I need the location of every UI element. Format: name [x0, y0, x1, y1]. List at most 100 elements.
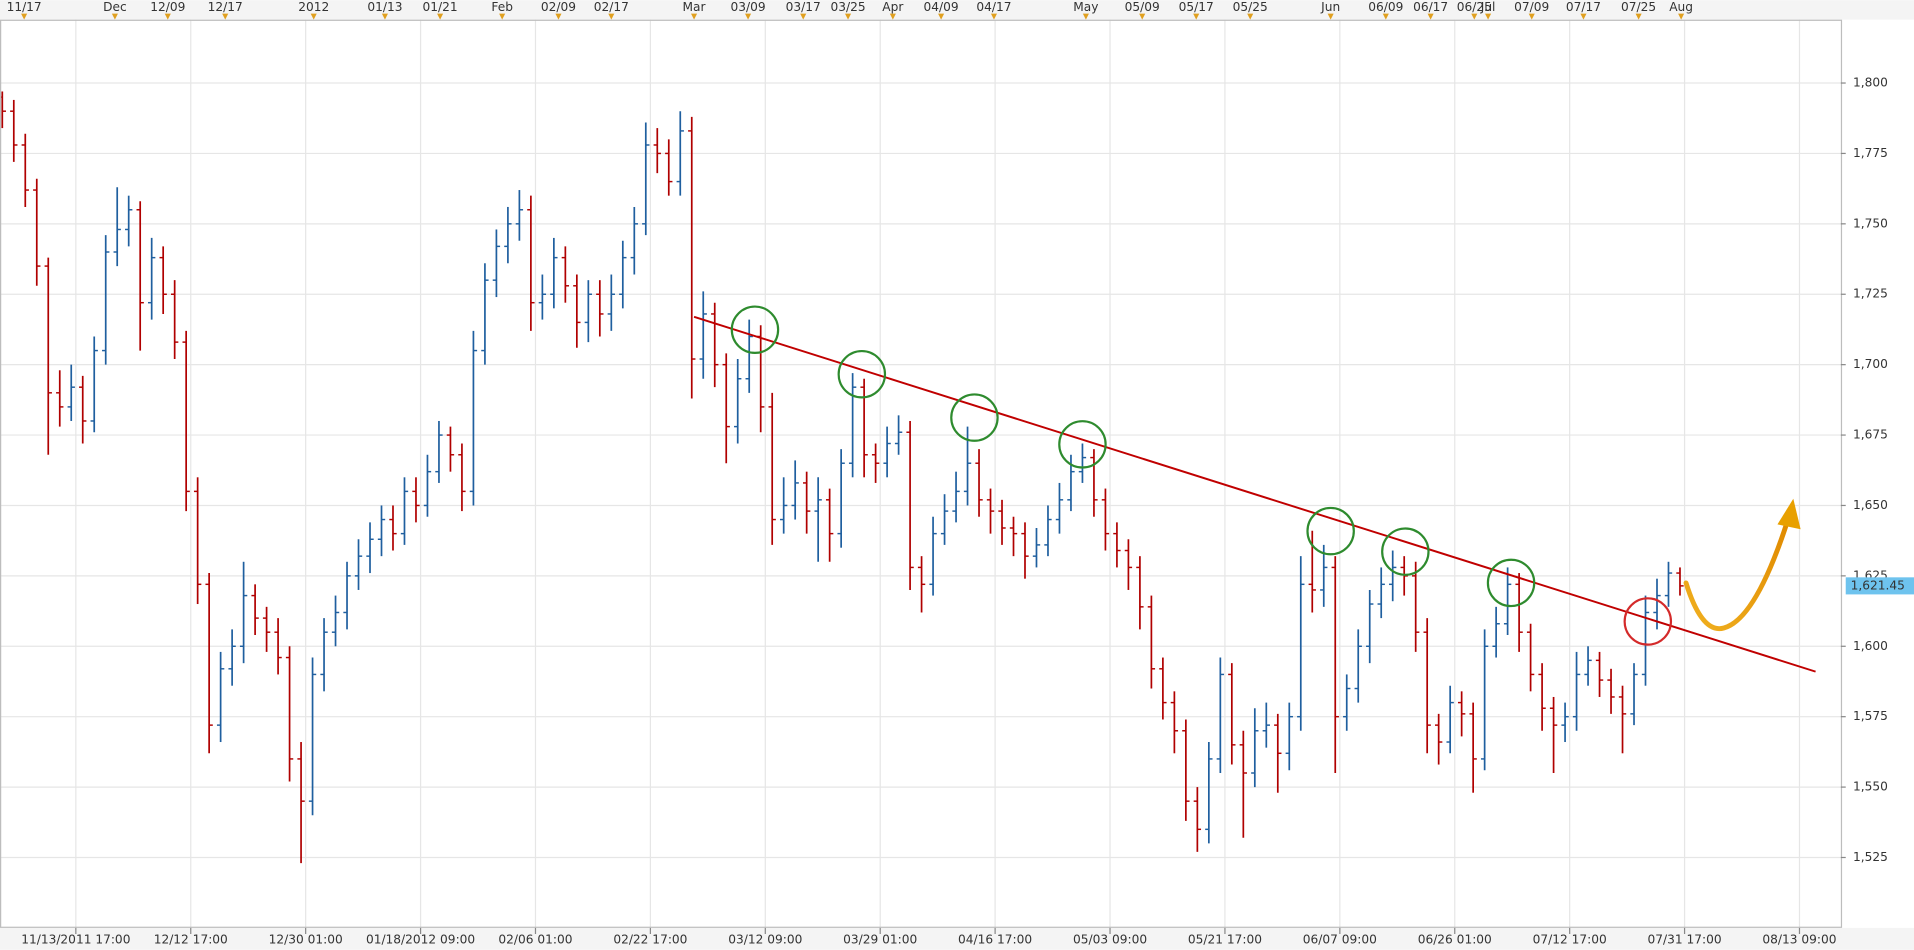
- y-tick-label: 1,525: [1853, 850, 1888, 864]
- top-tick: [608, 13, 615, 20]
- top-tick-label: 01/13: [367, 0, 402, 14]
- top-tick: [1635, 13, 1642, 20]
- highlight-circle: [950, 393, 999, 442]
- top-tick-label: Feb: [491, 0, 513, 14]
- top-tick-label: 01/21: [423, 0, 458, 14]
- y-tick-label: 1,650: [1853, 498, 1888, 512]
- y-tick-label: 1,550: [1853, 780, 1888, 794]
- last-price-box: [1845, 577, 1914, 595]
- top-tick: [800, 13, 807, 20]
- top-tick-label: 05/09: [1125, 0, 1160, 14]
- top-tick: [1471, 13, 1478, 20]
- top-tick: [381, 13, 388, 20]
- top-tick-label: 11/17: [7, 0, 42, 14]
- x-tick-label: 02/06 01:00: [498, 933, 572, 947]
- top-tick: [1382, 13, 1389, 20]
- top-tick-label: 05/17: [1179, 0, 1214, 14]
- top-tick: [437, 13, 444, 20]
- y-tick-label: 1,700: [1853, 357, 1888, 371]
- top-tick-label: 2012: [298, 0, 329, 14]
- top-tick-label: May: [1073, 0, 1098, 14]
- last-price-label: 1,621.45: [1851, 578, 1905, 592]
- top-tick: [691, 13, 698, 20]
- top-axis-strip: [0, 0, 1914, 20]
- top-tick-label: 07/25: [1621, 0, 1656, 14]
- top-tick: [1193, 13, 1200, 20]
- top-tick: [1139, 13, 1146, 20]
- x-tick-label: 05/21 17:00: [1188, 933, 1262, 947]
- x-tick-label: 07/12 17:00: [1533, 933, 1607, 947]
- top-tick: [222, 13, 229, 20]
- axes: 1,5251,5501,5751,6001,6251,6501,6751,700…: [7, 0, 1914, 947]
- x-tick-label: 03/12 09:00: [728, 933, 802, 947]
- top-tick-label: 03/09: [730, 0, 765, 14]
- x-tick-label: 11/13/2011 17:00: [21, 933, 130, 947]
- top-tick-label: 03/17: [786, 0, 821, 14]
- x-tick-label: 02/22 17:00: [613, 933, 687, 947]
- bottom-axis-strip: [0, 927, 1914, 950]
- x-tick-label: 03/29 01:00: [843, 933, 917, 947]
- top-tick-label: 03/25: [830, 0, 865, 14]
- top-tick: [21, 13, 28, 20]
- top-tick-label: 06/17: [1413, 0, 1448, 14]
- x-tick-label: 08/13 09:00: [1762, 933, 1836, 947]
- highlight-circle: [1486, 558, 1536, 608]
- top-tick: [310, 13, 317, 20]
- top-tick-label: 05/25: [1233, 0, 1268, 14]
- arrow: [1683, 519, 1790, 632]
- top-tick-label: Mar: [683, 0, 707, 14]
- highlight-circle: [730, 305, 780, 354]
- y-tick-label: 1,725: [1853, 287, 1888, 301]
- x-tick-label: 07/31 17:00: [1648, 933, 1722, 947]
- top-tick: [745, 13, 752, 20]
- highlight-circle: [1058, 420, 1107, 469]
- top-tick-label: Jun: [1320, 0, 1340, 14]
- top-tick: [1247, 13, 1254, 20]
- y-tick-label: 1,775: [1853, 146, 1888, 160]
- x-tick-label: 05/03 09:00: [1073, 933, 1147, 947]
- top-tick: [1528, 13, 1535, 20]
- top-tick-label: 04/09: [924, 0, 959, 14]
- top-tick: [1082, 13, 1089, 20]
- top-tick: [1427, 13, 1434, 20]
- top-tick: [889, 13, 896, 20]
- top-tick: [111, 13, 118, 20]
- top-tick-label: 06/09: [1368, 0, 1403, 14]
- top-tick: [1678, 13, 1685, 20]
- top-tick: [555, 13, 562, 20]
- top-tick-label: 04/17: [976, 0, 1011, 14]
- plot-border: [0, 19, 1843, 928]
- top-tick-label: 12/09: [150, 0, 185, 14]
- highlight-circle: [1623, 597, 1673, 646]
- top-tick-label: 06/25: [1457, 0, 1492, 14]
- y-tick-label: 1,800: [1853, 76, 1888, 90]
- y-tick-label: 1,600: [1853, 639, 1888, 653]
- arrow-head: [1777, 498, 1801, 530]
- top-tick: [990, 13, 998, 20]
- top-tick-label: Dec: [103, 0, 127, 14]
- top-tick: [164, 13, 171, 20]
- top-tick: [1485, 13, 1492, 20]
- top-tick: [938, 13, 945, 20]
- top-tick-label: 12/17: [208, 0, 243, 14]
- y-tick-label: 1,750: [1853, 216, 1888, 230]
- top-tick-label: 02/09: [541, 0, 576, 14]
- x-tick-label: 06/26 01:00: [1418, 933, 1492, 947]
- top-tick-label: 02/17: [594, 0, 629, 14]
- highlight-circle: [1381, 527, 1430, 576]
- x-tick-label: 01/18/2012 09:00: [366, 933, 475, 947]
- x-tick-label: 06/07 09:00: [1303, 933, 1377, 947]
- y-tick-label: 1,675: [1853, 428, 1888, 442]
- top-tick: [1327, 13, 1334, 20]
- plot: [0, 91, 1816, 864]
- top-tick-label: Aug: [1669, 0, 1693, 14]
- x-tick-label: 04/16 17:00: [958, 933, 1032, 947]
- top-tick: [1580, 13, 1587, 20]
- y-tick-label: 1,575: [1853, 709, 1888, 723]
- top-tick-label: Jul: [1480, 0, 1496, 14]
- top-tick: [499, 13, 506, 20]
- top-tick: [844, 13, 852, 20]
